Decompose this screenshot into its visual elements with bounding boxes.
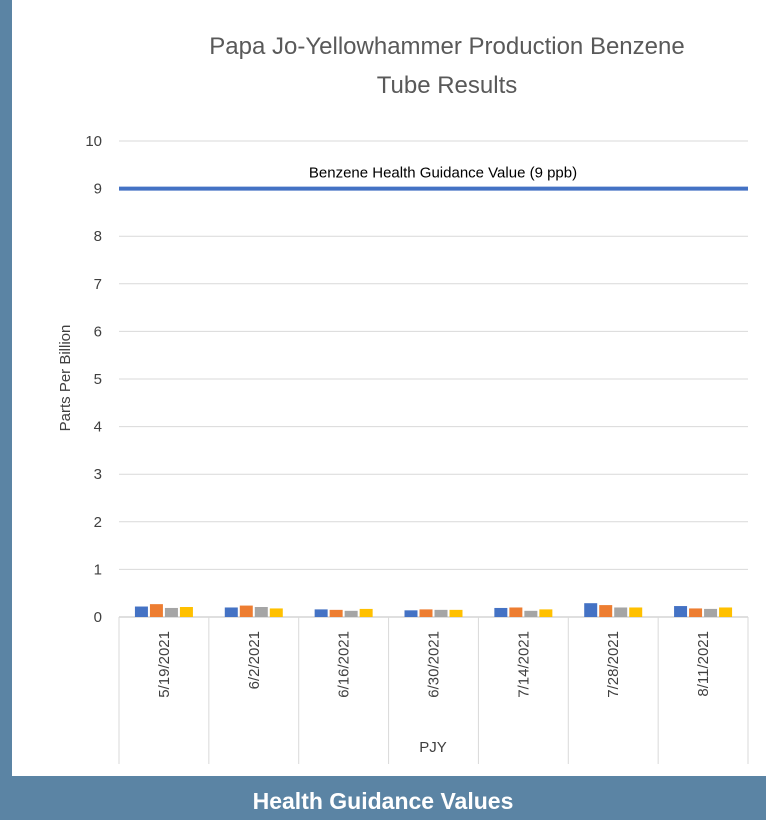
bar bbox=[434, 609, 448, 617]
bar bbox=[674, 606, 688, 617]
y-tick-label: 7 bbox=[94, 276, 102, 293]
y-tick-label: 5 bbox=[94, 371, 102, 388]
bars bbox=[134, 603, 733, 617]
y-tick-label: 4 bbox=[94, 419, 102, 436]
y-tick-label: 2 bbox=[94, 514, 102, 531]
y-tick-label: 3 bbox=[94, 466, 102, 483]
x-tick-label: 7/14/2021 bbox=[515, 631, 532, 698]
bar bbox=[614, 607, 628, 617]
benzene-bar-chart: Papa Jo-Yellowhammer Production Benzene … bbox=[57, 33, 749, 764]
x-tick-label: 7/28/2021 bbox=[605, 631, 622, 698]
x-tick-label: 6/2/2021 bbox=[246, 631, 263, 689]
bar bbox=[629, 607, 643, 617]
bar bbox=[599, 605, 613, 617]
bar bbox=[164, 607, 178, 617]
bar bbox=[344, 610, 358, 617]
bar bbox=[134, 606, 148, 617]
y-axis-ticks: 0 1 2 3 4 5 6 7 8 9 10 bbox=[85, 133, 102, 626]
chart-panel: Papa Jo-Yellowhammer Production Benzene … bbox=[12, 0, 766, 776]
bar bbox=[359, 608, 373, 617]
bar bbox=[239, 605, 253, 617]
bar bbox=[149, 604, 163, 617]
guidance-value-label: Benzene Health Guidance Value (9 ppb) bbox=[309, 165, 577, 182]
bar bbox=[224, 607, 238, 617]
x-tick-label: 8/11/2021 bbox=[695, 631, 712, 697]
chart-title-line-1: Papa Jo-Yellowhammer Production Benzene bbox=[209, 33, 684, 60]
y-tick-label: 1 bbox=[94, 561, 102, 578]
chart-title-line-2: Tube Results bbox=[377, 72, 518, 99]
bar bbox=[524, 610, 538, 617]
gridlines bbox=[118, 140, 749, 764]
bar bbox=[689, 608, 703, 617]
y-tick-label: 8 bbox=[94, 228, 102, 245]
bar bbox=[314, 609, 328, 617]
y-axis-title: Parts Per Billion bbox=[57, 325, 74, 432]
y-tick-label: 0 bbox=[94, 609, 102, 626]
y-tick-label: 6 bbox=[94, 323, 102, 340]
bar bbox=[449, 609, 463, 617]
x-tick-label: 6/16/2021 bbox=[336, 631, 353, 698]
x-tick-label: 5/19/2021 bbox=[156, 631, 173, 698]
bar bbox=[704, 608, 718, 617]
bar bbox=[584, 603, 598, 617]
bar bbox=[509, 607, 523, 617]
bar bbox=[419, 609, 433, 617]
bar bbox=[539, 609, 553, 617]
bar bbox=[179, 607, 193, 617]
bar bbox=[719, 607, 733, 617]
x-tick-label: 6/30/2021 bbox=[426, 631, 443, 698]
bar bbox=[329, 609, 343, 617]
y-tick-label: 10 bbox=[85, 133, 102, 150]
bar bbox=[269, 608, 283, 617]
bar bbox=[494, 607, 508, 617]
bar bbox=[404, 610, 418, 617]
footer-caption: Health Guidance Values bbox=[252, 788, 514, 814]
x-axis-title: PJY bbox=[419, 739, 447, 756]
y-tick-label: 9 bbox=[94, 181, 102, 198]
bar bbox=[254, 607, 268, 617]
x-axis-ticks: 5/19/2021 6/2/2021 6/16/2021 6/30/2021 7/14/… bbox=[156, 631, 712, 698]
